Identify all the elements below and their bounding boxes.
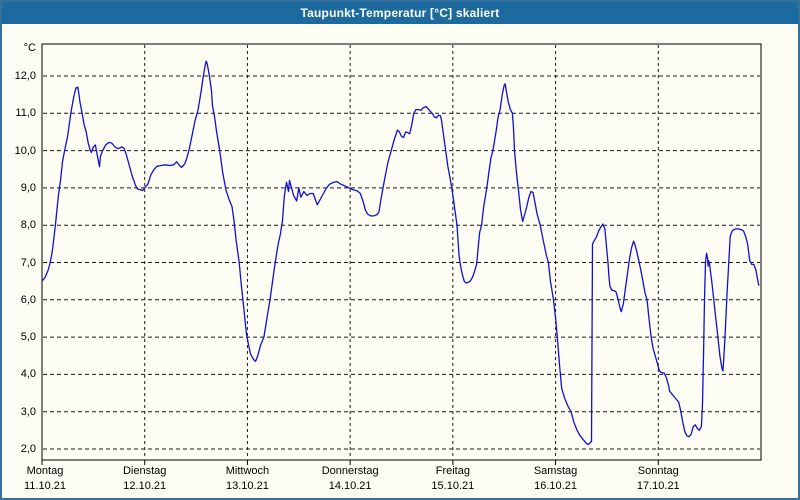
day-date: 11.10.21 (23, 480, 66, 492)
day-date: 16.10.21 (534, 480, 577, 492)
day-date: 15.10.21 (431, 480, 475, 492)
y-axis-tick-label: 6,0 (20, 293, 36, 306)
x-axis-day-label: Samstag 16.10.21 (496, 464, 616, 494)
y-axis-unit-label: °C (23, 42, 36, 54)
day-date: 14.10.21 (328, 480, 372, 492)
day-name: Mittwoch (225, 465, 270, 477)
y-axis-tick-label: 4,0 (20, 368, 36, 381)
y-axis-tick-label: 5,0 (20, 331, 36, 344)
y-axis-tick-label: 3,0 (20, 405, 36, 418)
y-axis-tick-label: 7,0 (20, 256, 36, 269)
day-name: Donnerstag (321, 465, 379, 477)
x-axis-day-label: Mittwoch 13.10.21 (187, 464, 307, 494)
y-axis-tick-label: 8,0 (20, 219, 36, 232)
day-name: Dienstag (122, 465, 167, 477)
day-date: 12.10.21 (123, 480, 167, 492)
x-axis-day-label: Sonntag 17.10.21 (598, 464, 718, 494)
window-title-bar: Taupunkt-Temperatur [°C] skaliert (2, 2, 798, 24)
y-axis-tick-label: 9,0 (20, 181, 36, 194)
day-date: 17.10.21 (636, 480, 680, 492)
y-axis-tick-label: 10,0 (14, 144, 36, 157)
x-axis-day-label: Dienstag 12.10.21 (85, 464, 205, 494)
day-name: Sonntag (637, 465, 679, 477)
y-axis-tick-label: 12,0 (14, 70, 36, 82)
dewpoint-series-line (41, 60, 760, 446)
y-axis-tick-label: 2,0 (20, 443, 36, 455)
day-name: Freitag (435, 465, 470, 477)
x-axis-day-label: Donnerstag 14.10.21 (290, 464, 410, 494)
y-axis-tick-label: 11,0 (15, 107, 36, 120)
day-name: Montag (26, 465, 64, 477)
day-date: 13.10.21 (226, 480, 269, 492)
x-axis-day-label: Montag 11.10.21 (2, 464, 105, 494)
window-title: Taupunkt-Temperatur [°C] skaliert (300, 6, 500, 20)
x-axis-day-label: Freitag 15.10.21 (393, 464, 513, 494)
plot-border (41, 43, 762, 461)
day-name: Samstag (533, 465, 578, 477)
